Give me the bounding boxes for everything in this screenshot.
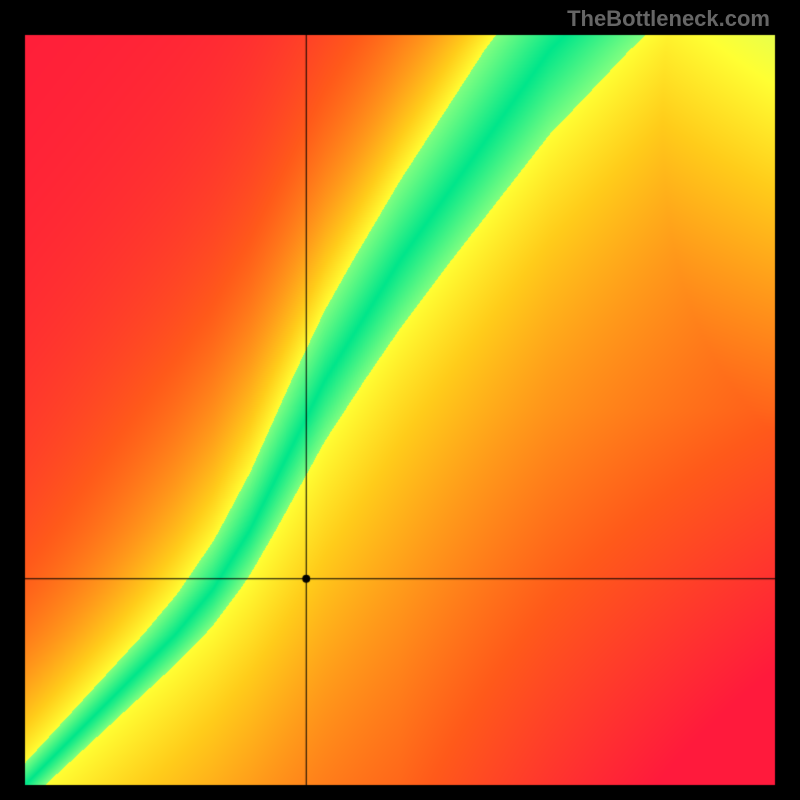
bottleneck-heatmap [0,0,800,800]
watermark-text: TheBottleneck.com [567,6,770,32]
